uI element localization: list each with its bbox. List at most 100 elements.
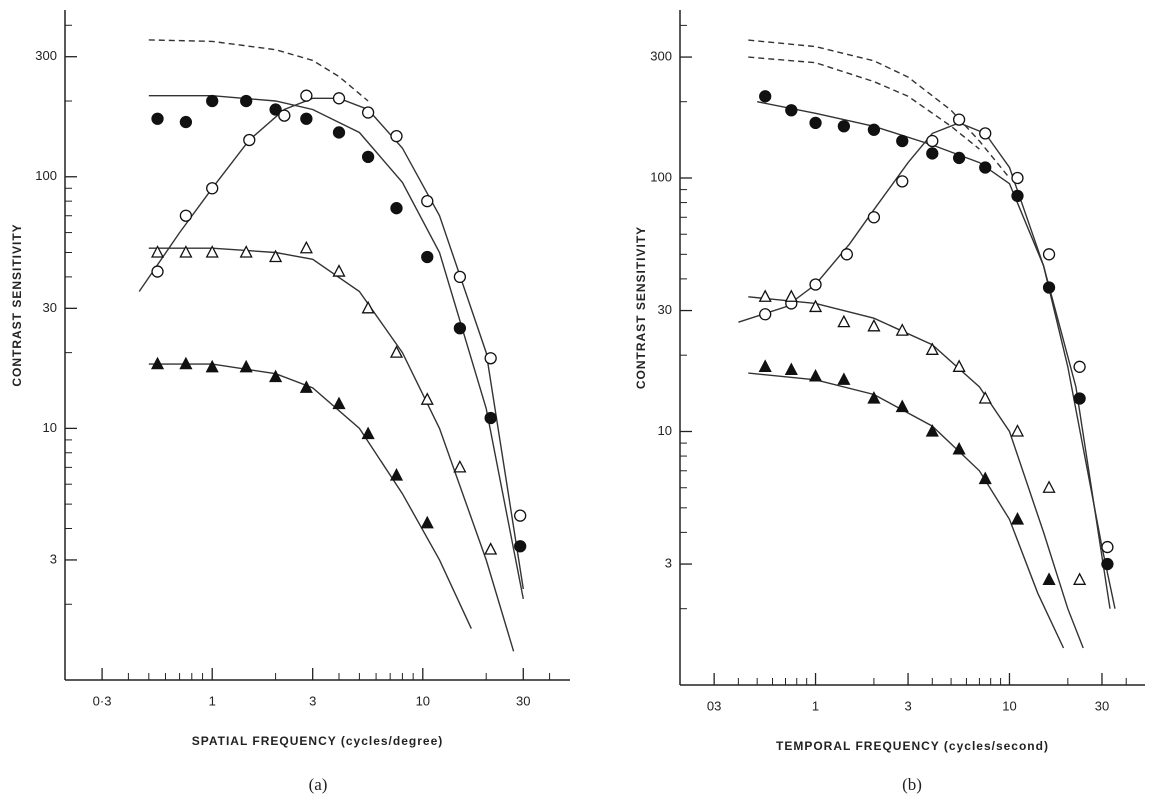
point xyxy=(895,323,909,336)
y-tick-label: 3 xyxy=(665,555,672,570)
point xyxy=(896,134,909,148)
point xyxy=(758,289,772,302)
point xyxy=(1010,424,1025,437)
point xyxy=(332,92,346,105)
point xyxy=(979,161,992,174)
point xyxy=(1010,512,1025,525)
point xyxy=(952,359,966,372)
point xyxy=(952,441,966,455)
point xyxy=(390,130,403,143)
point xyxy=(278,109,291,122)
point xyxy=(205,359,219,373)
point xyxy=(867,318,881,332)
point xyxy=(269,369,283,383)
panel: 0·3 1 3 10 30 3 10 30 100 300 SPATIAL FREQUENCY (c… xyxy=(10,10,570,794)
point xyxy=(420,392,434,405)
point xyxy=(867,391,881,404)
point xyxy=(1042,480,1056,493)
point xyxy=(840,248,853,261)
point xyxy=(179,115,193,129)
point xyxy=(332,126,346,139)
point xyxy=(925,424,939,437)
point xyxy=(925,342,939,355)
dashed-curve xyxy=(748,56,980,150)
point xyxy=(361,150,375,163)
dashed-curve xyxy=(148,39,369,102)
x-axis-label: TEMPORAL FREQUENCY (cycles/second) xyxy=(776,739,1049,753)
point xyxy=(332,264,346,277)
point xyxy=(389,345,404,358)
point xyxy=(895,399,909,413)
point xyxy=(1073,572,1087,585)
point xyxy=(1101,540,1114,554)
fit-curve xyxy=(738,122,1111,609)
point xyxy=(784,362,798,376)
point xyxy=(1011,189,1024,203)
y-tick-label: 3 xyxy=(50,551,57,566)
point xyxy=(808,368,823,382)
point xyxy=(151,265,164,278)
point xyxy=(150,356,165,370)
x-tick-label: 30 xyxy=(1095,698,1109,713)
point xyxy=(1042,572,1056,585)
caption: (b) xyxy=(902,775,922,794)
fit-curve xyxy=(757,101,1116,609)
point xyxy=(300,89,313,102)
point xyxy=(1042,248,1056,261)
point xyxy=(785,104,798,117)
y-tick-label: 10 xyxy=(43,420,57,435)
point xyxy=(758,359,772,372)
y-axis-label: CONTRAST SENSITIVITY xyxy=(10,223,24,386)
point xyxy=(809,116,822,130)
point xyxy=(809,278,822,291)
point xyxy=(484,352,497,365)
point xyxy=(421,194,434,208)
point xyxy=(269,249,283,263)
fit-curve xyxy=(138,97,524,590)
fit-curve xyxy=(748,296,1084,649)
x-tick-label: 3 xyxy=(904,698,911,713)
point xyxy=(240,94,253,108)
point xyxy=(453,322,467,335)
point xyxy=(243,133,256,147)
point xyxy=(979,127,992,140)
point xyxy=(206,182,219,195)
dashed-curve xyxy=(748,39,1011,179)
point xyxy=(1042,281,1056,294)
point xyxy=(453,459,467,473)
point xyxy=(179,245,193,258)
point xyxy=(867,211,881,224)
point xyxy=(239,359,253,373)
point xyxy=(926,134,939,148)
point xyxy=(1073,360,1086,373)
x-tick-label: 10 xyxy=(416,693,430,708)
y-tick-label: 300 xyxy=(35,48,57,63)
x-axis-label: SPATIAL FREQUENCY (cycles/degree) xyxy=(192,734,444,748)
point xyxy=(205,245,219,258)
point xyxy=(239,245,253,258)
y-tick-label: 10 xyxy=(658,423,672,438)
point xyxy=(361,106,375,119)
point xyxy=(1011,171,1024,185)
point xyxy=(332,396,346,410)
point xyxy=(299,380,313,393)
fit-curve xyxy=(148,95,524,600)
x-tick-label: 3 xyxy=(309,693,316,708)
y-tick-label: 30 xyxy=(658,302,672,317)
fit-curve xyxy=(748,372,1065,649)
x-tick-label: 10 xyxy=(1002,698,1016,713)
point xyxy=(151,112,164,125)
point xyxy=(179,209,193,222)
x-tick-label: 1 xyxy=(812,698,819,713)
point xyxy=(514,540,527,553)
point xyxy=(978,471,992,485)
point xyxy=(361,300,375,314)
point xyxy=(179,356,193,370)
point xyxy=(808,299,823,313)
point xyxy=(837,372,851,385)
point xyxy=(150,245,165,258)
y-tick-label: 30 xyxy=(43,300,57,315)
point xyxy=(269,103,282,116)
caption: (a) xyxy=(309,775,328,794)
